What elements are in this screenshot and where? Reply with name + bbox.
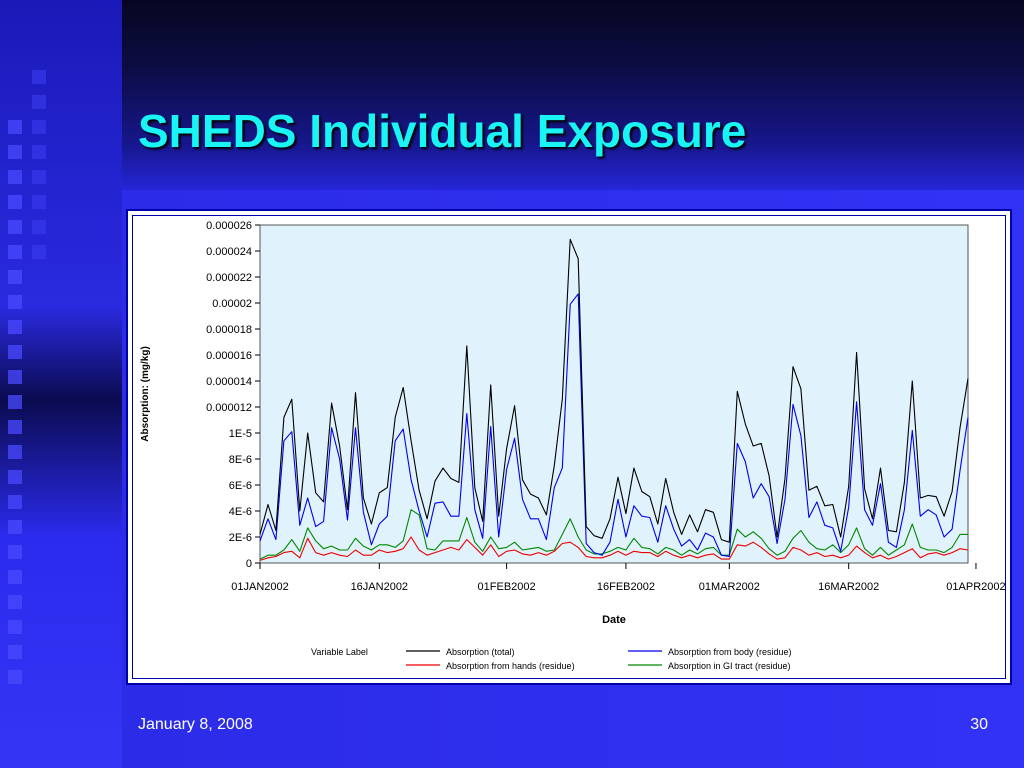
y-tick-label: 0.000018 — [206, 324, 252, 336]
legend-label-gi: Absorption in GI tract (residue) — [668, 661, 791, 671]
x-tick-label: 16FEB2002 — [597, 581, 655, 593]
legend-label-hands: Absorption from hands (residue) — [446, 661, 575, 671]
decorative-squares — [8, 120, 22, 695]
y-axis-label: Absorption: (mg/kg) — [140, 346, 151, 442]
y-tick-label: 0.000016 — [206, 350, 252, 362]
legend-label-total: Absorption (total) — [446, 647, 515, 657]
legend-title: Variable Label — [311, 647, 368, 657]
series-line-hands — [259, 536, 969, 561]
y-tick-label: 0.000012 — [206, 402, 252, 414]
x-tick-label: 01APR2002 — [946, 581, 1005, 593]
y-tick-label: 0.000024 — [206, 246, 252, 258]
x-tick-label: 01JAN2002 — [231, 581, 289, 593]
y-tick-label: 6E-6 — [229, 480, 252, 492]
series-line-gi — [259, 509, 968, 560]
series-line-total — [259, 238, 969, 543]
y-tick-label: 0.000026 — [206, 220, 252, 232]
y-tick-label: 4E-6 — [229, 506, 252, 518]
y-tick-label: 2E-6 — [229, 532, 252, 544]
footer-date: January 8, 2008 — [138, 716, 253, 733]
y-tick-label: 0.00002 — [212, 298, 252, 310]
y-tick-label: 1E-5 — [229, 428, 252, 440]
y-tick-label: 0 — [246, 558, 252, 570]
x-tick-label: 16MAR2002 — [818, 581, 879, 593]
chart-frame-border — [132, 215, 1006, 679]
x-tick-label: 16JAN2002 — [351, 581, 409, 593]
plot-area — [259, 224, 969, 564]
slide-number: 30 — [970, 716, 988, 733]
x-axis-label: Date — [602, 614, 626, 626]
slide-title: SHEDS Individual Exposure — [138, 105, 747, 157]
y-tick-label: 0.000014 — [206, 376, 252, 388]
x-tick-label: 01MAR2002 — [699, 581, 760, 593]
left-decorative-strip — [0, 0, 122, 768]
x-tick-label: 01FEB2002 — [478, 581, 536, 593]
title-band — [122, 0, 1024, 190]
decorative-squares — [32, 70, 46, 270]
series-line-body — [259, 293, 969, 558]
chart-frame: 0 2E-6 4E-6 6E-6 8E-6 1E-5 0.000012 0.000014 0.0… — [126, 209, 1012, 685]
legend-label-body: Absorption from body (residue) — [668, 647, 792, 657]
y-tick-label: 8E-6 — [229, 454, 252, 466]
y-tick-label: 0.000022 — [206, 272, 252, 284]
exposure-line-chart: 0 2E-6 4E-6 6E-6 8E-6 1E-5 0.000012 0.000014 0.0… — [140, 220, 1006, 671]
